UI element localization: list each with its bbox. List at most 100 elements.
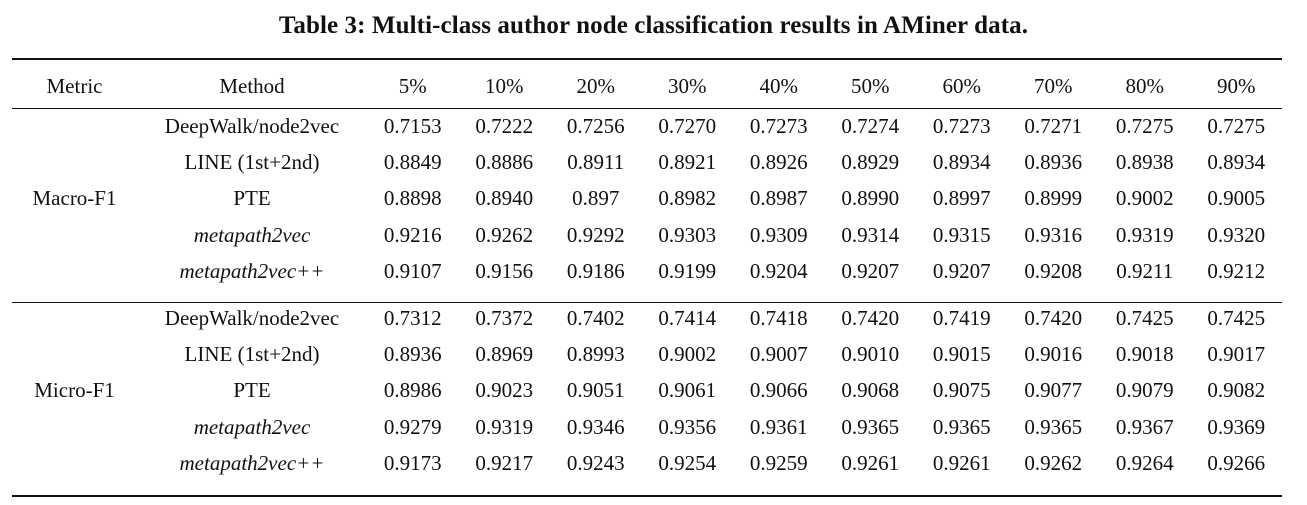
value-cell: 0.9365 — [841, 414, 900, 439]
value-cell: 0.9023 — [475, 378, 534, 403]
value-cell: 0.9266 — [1207, 451, 1266, 476]
value-cell: 0.8929 — [841, 150, 900, 175]
value-cell: 0.9319 — [475, 414, 534, 439]
method-label: metapath2vec++ — [179, 259, 325, 284]
value-cell: 0.7402 — [566, 305, 625, 330]
value-cell: 0.7414 — [658, 305, 717, 330]
group-separator-rule — [12, 302, 1282, 303]
value-cell: 0.8997 — [932, 186, 991, 211]
value-cell: 0.9369 — [1207, 414, 1266, 439]
value-cell: 0.9316 — [1024, 222, 1083, 247]
value-cell: 0.9279 — [383, 414, 442, 439]
column-header: 10% — [485, 73, 524, 98]
value-cell: 0.8849 — [383, 150, 442, 175]
value-cell: 0.9346 — [566, 414, 625, 439]
value-cell: 0.8934 — [1207, 150, 1266, 175]
method-label: DeepWalk/node2vec — [164, 305, 340, 330]
table-row: metapath2vec++ 0.9107 0.9156 0.9186 0.9199 0.… — [12, 254, 1282, 290]
value-cell: 0.9002 — [1115, 186, 1174, 211]
value-cell: 0.8926 — [749, 150, 808, 175]
method-label: metapath2vec++ — [179, 451, 325, 476]
value-cell: 0.897 — [572, 186, 620, 211]
value-cell: 0.9199 — [658, 259, 717, 284]
value-cell: 0.9315 — [932, 222, 991, 247]
results-table: Metric Method 5% 10% 20% 30% 40% 50% 60%… — [12, 64, 1282, 482]
value-cell: 0.9261 — [932, 451, 991, 476]
metric-label: Macro-F1 — [32, 186, 117, 211]
value-cell: 0.9216 — [383, 222, 442, 247]
value-cell: 0.7312 — [383, 305, 442, 330]
value-cell: 0.7425 — [1115, 305, 1174, 330]
value-cell: 0.8886 — [475, 150, 534, 175]
value-cell: 0.8936 — [383, 342, 442, 367]
column-header: Metric — [46, 73, 103, 98]
value-cell: 0.8938 — [1115, 150, 1174, 175]
value-cell: 0.9367 — [1115, 414, 1174, 439]
value-cell: 0.9186 — [566, 259, 625, 284]
value-cell: 0.7222 — [475, 113, 534, 138]
value-cell: 0.8987 — [749, 186, 808, 211]
top-rule — [12, 58, 1282, 60]
value-cell: 0.9254 — [658, 451, 717, 476]
value-cell: 0.7153 — [383, 113, 442, 138]
value-cell: 0.7420 — [841, 305, 900, 330]
value-cell: 0.9002 — [658, 342, 717, 367]
header-row: Metric Method 5% 10% 20% 30% 40% 50% 60%… — [12, 64, 1282, 108]
value-cell: 0.7274 — [841, 113, 900, 138]
value-cell: 0.8986 — [383, 378, 442, 403]
value-cell: 0.7372 — [475, 305, 534, 330]
column-header: 70% — [1034, 73, 1073, 98]
table-row: PTE 0.8898 0.8940 0.897 0.8982 0.8987 0.8990 0.… — [12, 181, 1282, 217]
value-cell: 0.9259 — [749, 451, 808, 476]
value-cell: 0.8936 — [1024, 150, 1083, 175]
table-row: LINE (1st+2nd) 0.8936 0.8969 0.8993 0.9002 0.… — [12, 336, 1282, 372]
value-cell: 0.9061 — [658, 378, 717, 403]
table-row: metapath2vec++ 0.9173 0.9217 0.9243 0.9254 0.… — [12, 446, 1282, 482]
value-cell: 0.9208 — [1024, 259, 1083, 284]
value-cell: 0.9356 — [658, 414, 717, 439]
metric-label: Micro-F1 — [34, 378, 115, 403]
value-cell: 0.9207 — [932, 259, 991, 284]
value-cell: 0.7273 — [749, 113, 808, 138]
value-cell: 0.7270 — [658, 113, 717, 138]
value-cell: 0.9361 — [749, 414, 808, 439]
value-cell: 0.7256 — [566, 113, 625, 138]
value-cell: 0.9079 — [1115, 378, 1174, 403]
table-row: LINE (1st+2nd) 0.8849 0.8886 0.8911 0.8921 0.… — [12, 144, 1282, 180]
value-cell: 0.7418 — [749, 305, 808, 330]
group-spacer — [12, 290, 1282, 300]
value-cell: 0.8993 — [566, 342, 625, 367]
value-cell: 0.9212 — [1207, 259, 1266, 284]
value-cell: 0.9207 — [841, 259, 900, 284]
value-cell: 0.9320 — [1207, 222, 1266, 247]
value-cell: 0.9292 — [566, 222, 625, 247]
value-cell: 0.9051 — [566, 378, 625, 403]
method-label: metapath2vec — [193, 222, 311, 247]
column-header: 50% — [851, 73, 890, 98]
value-cell: 0.9068 — [841, 378, 900, 403]
value-cell: 0.9066 — [749, 378, 808, 403]
value-cell: 0.8990 — [841, 186, 900, 211]
value-cell: 0.9319 — [1115, 222, 1174, 247]
value-cell: 0.9204 — [749, 259, 808, 284]
value-cell: 0.9156 — [475, 259, 534, 284]
value-cell: 0.8921 — [658, 150, 717, 175]
value-cell: 0.9262 — [1024, 451, 1083, 476]
value-cell: 0.9075 — [932, 378, 991, 403]
method-label: PTE — [233, 186, 271, 211]
value-cell: 0.9015 — [932, 342, 991, 367]
value-cell: 0.8934 — [932, 150, 991, 175]
value-cell: 0.7275 — [1207, 113, 1266, 138]
table-row: Macro-F1 DeepWalk/node2vec 0.7153 0.7222 0.7… — [12, 108, 1282, 211]
table-row: metapath2vec 0.9279 0.9319 0.9346 0.9356 0.93… — [12, 409, 1282, 445]
method-label: DeepWalk/node2vec — [164, 113, 340, 138]
value-cell: 0.9173 — [383, 451, 442, 476]
bottom-rule — [12, 495, 1282, 497]
table-row: Micro-F1 DeepWalk/node2vec 0.7312 0.7372 0.7… — [12, 300, 1282, 403]
value-cell: 0.9211 — [1116, 259, 1174, 284]
column-header: 40% — [759, 73, 799, 98]
column-header: Method — [219, 73, 285, 98]
method-label: metapath2vec — [193, 414, 311, 439]
method-label: LINE (1st+2nd) — [184, 342, 320, 367]
value-cell: 0.9018 — [1115, 342, 1174, 367]
